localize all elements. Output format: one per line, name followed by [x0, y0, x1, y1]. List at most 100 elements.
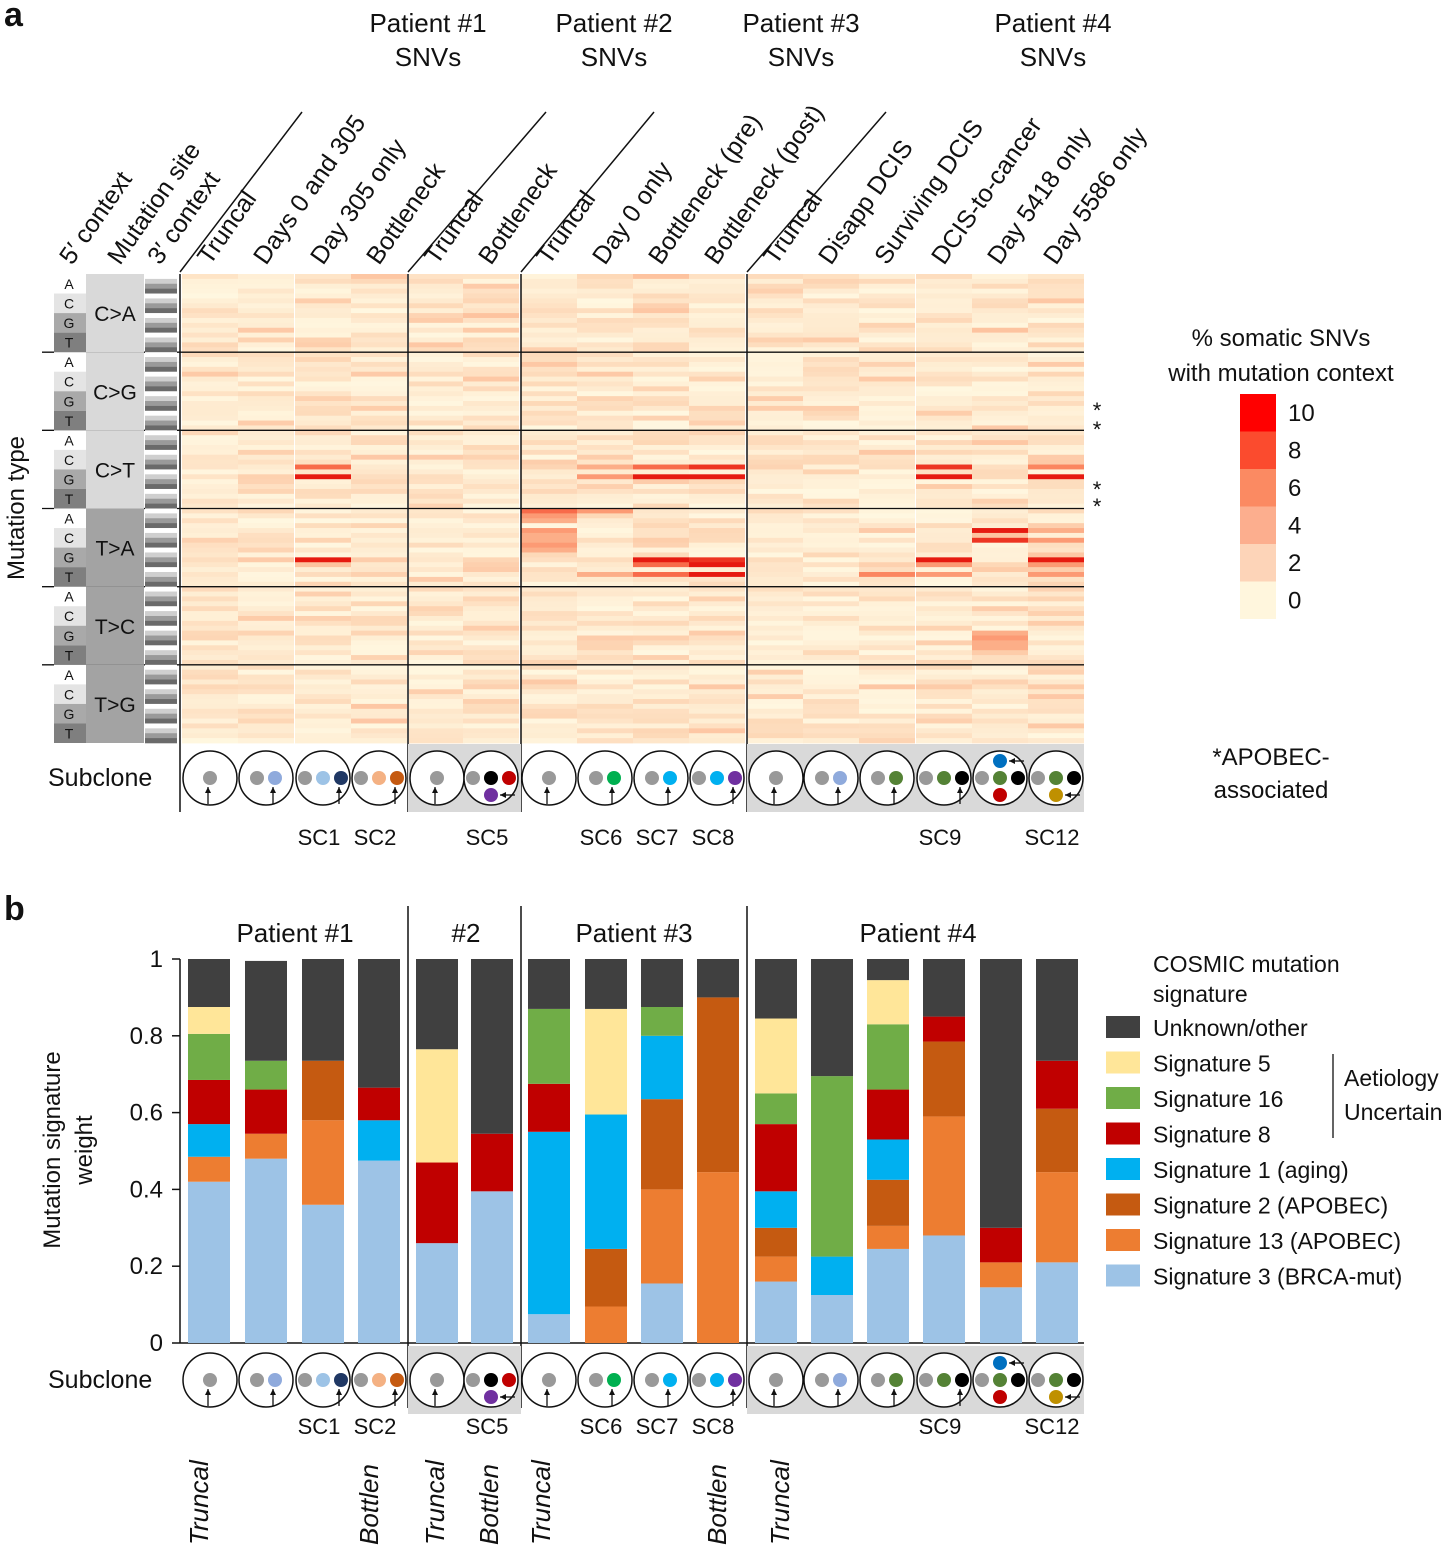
- heatmap-cell: [972, 523, 1028, 529]
- heatmap-cell: [409, 371, 465, 377]
- three-prime-context-stripe: [145, 405, 177, 412]
- heatmap-cell: [577, 572, 633, 578]
- heatmap-cell: [748, 415, 804, 421]
- heatmap-cell: [972, 405, 1028, 412]
- heatmap-cell: [916, 620, 972, 627]
- heatmap-cell: [295, 508, 351, 514]
- heatmap-cell: [577, 381, 633, 387]
- heatmap-cell: [633, 313, 689, 319]
- heatmap-cell: [351, 278, 407, 285]
- heatmap-cell: [351, 435, 407, 441]
- heatmap-cell: [748, 371, 804, 377]
- five-prime-base-label: A: [64, 667, 74, 683]
- bar-segment: [245, 1060, 287, 1090]
- heatmap-cell: [803, 532, 859, 539]
- heatmap-cell: [748, 547, 804, 553]
- heatmap-cell: [463, 288, 519, 294]
- heatmap-cell: [521, 606, 577, 612]
- header-diagonal-line: [746, 111, 887, 273]
- heatmap-cell: [859, 523, 915, 529]
- heatmap-cell: [689, 528, 745, 534]
- heatmap-cell: [238, 376, 294, 382]
- heatmap-cell: [238, 317, 294, 324]
- heatmap-cell: [295, 620, 351, 627]
- heatmap-cell: [295, 459, 351, 465]
- heatmap-cell: [463, 317, 519, 324]
- subclone-dot: [1011, 1373, 1025, 1387]
- heatmap-cell: [859, 557, 915, 563]
- heatmap-cell: [748, 708, 804, 715]
- signature-legend-title-line1: COSMIC mutation: [1153, 951, 1340, 977]
- subclone-dot: [993, 1356, 1007, 1370]
- heatmap-cell: [633, 376, 689, 382]
- heatmap-cell: [748, 327, 804, 334]
- heatmap-cell: [409, 444, 465, 451]
- heatmap-cell: [238, 513, 294, 519]
- heatmap-cell: [916, 317, 972, 324]
- heatmap-cell: [916, 537, 972, 544]
- bar-segment: [302, 1060, 344, 1121]
- heatmap-cell: [295, 303, 351, 309]
- heatmap-cell: [972, 537, 1028, 544]
- heatmap-cell: [409, 274, 465, 280]
- heatmap-cell: [803, 689, 859, 695]
- three-prime-context-stripe: [145, 684, 177, 690]
- bar-segment: [755, 1191, 797, 1228]
- heatmap-cell: [351, 625, 407, 632]
- heatmap-cell: [351, 547, 407, 553]
- heatmap-cell: [295, 572, 351, 578]
- bar-segment: [867, 1024, 909, 1090]
- five-prime-context-block: [54, 645, 86, 665]
- heatmap-cell: [859, 440, 915, 446]
- heatmap-cell: [859, 699, 915, 705]
- five-prime-base-label: T: [65, 413, 74, 429]
- subclone-arrow-head: [835, 787, 841, 793]
- heatmap-cell: [238, 410, 294, 417]
- heatmap-cell: [633, 664, 689, 671]
- heatmap-cell: [748, 410, 804, 417]
- three-prime-context-stripe: [145, 459, 177, 465]
- heatmap-cell: [916, 586, 972, 592]
- heatmap-cell: [577, 347, 633, 353]
- heatmap-cell: [916, 274, 972, 280]
- heatmap-cell: [1028, 703, 1084, 710]
- heatmap-cell: [859, 488, 915, 495]
- bar-segment: [188, 1033, 230, 1080]
- heatmap-cell: [859, 420, 915, 426]
- three-prime-context-stripe: [145, 410, 177, 416]
- heatmap-cell: [1028, 684, 1084, 690]
- heatmap-cell: [182, 708, 238, 715]
- heatmap-cell: [972, 479, 1028, 485]
- heatmap-cell: [803, 615, 859, 622]
- heatmap-cell: [577, 615, 633, 622]
- heatmap-cell: [521, 615, 577, 622]
- heatmap-cell: [182, 699, 238, 705]
- heatmap-cell: [463, 391, 519, 397]
- heatmap-cell: [351, 596, 407, 602]
- heatmap-cell: [463, 308, 519, 314]
- heatmap-cell: [182, 723, 238, 729]
- heatmap-cell: [748, 493, 804, 500]
- heatmap-cell: [182, 401, 238, 407]
- three-prime-context-stripe: [145, 283, 177, 289]
- heatmap-cell: [521, 322, 577, 329]
- heatmap-cell: [859, 337, 915, 343]
- heatmap-cell: [409, 552, 465, 558]
- subclone-arrow-head: [1009, 758, 1015, 764]
- heatmap-cell: [577, 410, 633, 417]
- heatmap-cell: [409, 694, 465, 700]
- heatmap-cell: [1028, 444, 1084, 451]
- three-prime-context-stripe: [145, 288, 177, 294]
- five-prime-context-block: [54, 508, 86, 529]
- heatmap-cell: [577, 708, 633, 715]
- heatmap-cell: [463, 542, 519, 548]
- panel-a-letter: a: [4, 0, 24, 34]
- heatmap-cell: [972, 606, 1028, 612]
- heatmap-cell: [689, 435, 745, 441]
- heatmap-cell: [521, 396, 577, 402]
- heatmap-cell: [689, 552, 745, 558]
- heatmap-cell: [689, 630, 745, 636]
- heatmap-cell: [182, 611, 238, 617]
- heatmap-cell: [633, 679, 689, 685]
- heatmap-cell: [577, 391, 633, 397]
